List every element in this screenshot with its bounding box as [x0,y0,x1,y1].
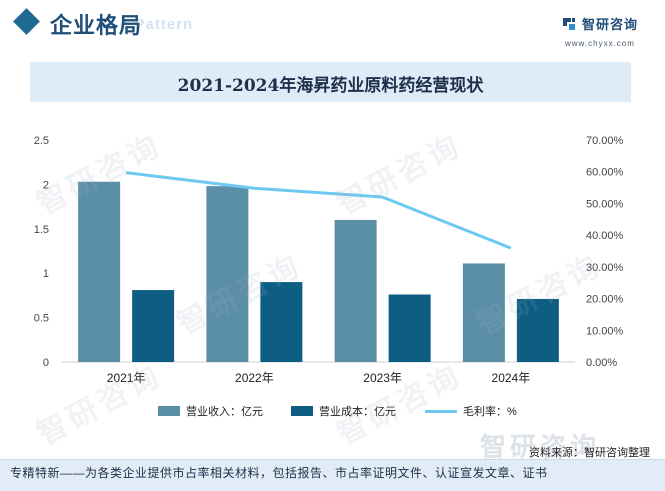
legend-swatch-revenue [158,406,180,416]
legend-swatch-cost [291,406,313,416]
y-right-tick-label: 10.00% [586,325,624,337]
bar-revenue [78,181,121,362]
footer-bar: 专精特新——为各类企业提供市占率相关材料，包括报告、市占率证明文件、认证宣发文章… [0,459,665,491]
y-right-tick-label: 30.00% [586,262,624,274]
x-tick-label: 2024年 [492,371,531,385]
bar-revenue [334,219,377,362]
brand-url: www.chyxx.com [565,39,635,48]
legend-label-margin: 毛利率：% [463,406,517,418]
header-background-text: e Pattern [120,16,194,33]
legend-label-revenue: 营业收入：亿元 [186,406,263,418]
line-gross-margin [125,171,512,250]
x-tick-label: 2023年 [363,371,402,385]
y-left-tick-label: 2.5 [34,135,49,147]
footer-text: 专精特新——为各类企业提供市占率相关材料，包括报告、市占率证明文件、认证宣发文章… [10,466,548,480]
zhiyan-logo-icon [561,16,577,32]
legend-swatch-margin [425,409,457,413]
bar-revenue [462,263,505,362]
chart-title: 2021-2024年海昇药业原料药经营现状 [177,76,484,96]
y-right-tick-label: 40.00% [586,230,624,242]
y-left-tick-label: 0.5 [34,313,49,325]
bar-cost [388,294,431,362]
legend-item-cost: 营业成本：亿元 [291,402,396,420]
section-header: e Pattern 企业格局 [0,0,665,52]
y-right-tick-label: 0.00% [586,357,617,369]
x-tick-label: 2022年 [235,371,274,385]
y-left-tick-label: 1 [43,268,49,280]
x-tick-label: 2021年 [107,371,146,385]
bar-cost [260,282,303,362]
source-area: 智研咨询 资料来源：智研咨询整理 [0,423,660,462]
section-title: 企业格局 [50,14,143,39]
y-right-tick-label: 60.00% [586,167,624,179]
bar-cost [516,298,559,362]
chart-legend: 营业收入：亿元 营业成本：亿元 毛利率：% [0,402,665,420]
combo-chart: 0 0.5 1 1.5 2 2.5 0.00% 10.00% 20.00% 30.00% 40.00… [34,135,624,385]
chart-title-band: 2021-2024年海昇药业原料药经营现状 [30,62,631,102]
brand-logo: 智研咨询 www.chyxx.com [561,14,661,50]
diamond-icon [13,8,40,35]
y-right-tick-label: 70.00% [586,135,624,147]
source-logo-watermark: 智研咨询 [480,432,601,462]
y-left-tick-label: 1.5 [34,224,49,236]
y-right-tick-label: 50.00% [586,198,624,210]
y-right-tick-label: 20.00% [586,294,624,306]
legend-item-revenue: 营业收入：亿元 [158,402,263,420]
y-left-tick-label: 0 [43,357,49,369]
y-left-tick-label: 2 [43,179,49,191]
source-note: 资料来源：智研咨询整理 [529,447,650,459]
legend-item-margin: 毛利率：% [425,402,517,420]
bar-revenue [206,186,249,362]
bar-cost [132,290,175,362]
legend-label-cost: 营业成本：亿元 [319,406,396,418]
brand-name: 智研咨询 [582,17,639,32]
